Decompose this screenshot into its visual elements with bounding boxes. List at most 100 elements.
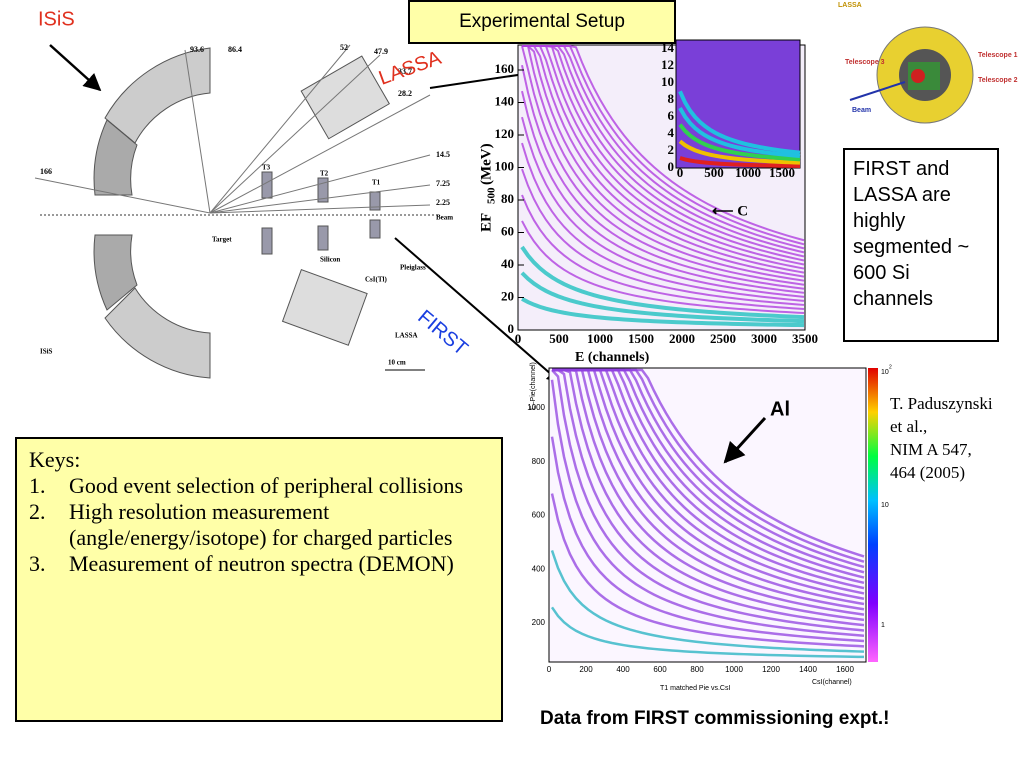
dimension-label: 52 xyxy=(340,43,348,52)
dimension-label: 47.9 xyxy=(374,47,388,56)
band xyxy=(520,245,805,320)
setup-label: Telescope 3 xyxy=(845,59,885,66)
isis-label: ISiS xyxy=(38,8,75,30)
band xyxy=(552,368,865,558)
x-tick-label: 1000 xyxy=(587,331,613,346)
x-tick-label: 500 xyxy=(549,331,569,346)
citation-line: et al., xyxy=(890,417,928,436)
x-tick-label: 1600 xyxy=(836,665,854,674)
band xyxy=(550,379,865,637)
part-label: T1 xyxy=(372,179,381,187)
band xyxy=(679,156,801,168)
x-tick-label: 1500 xyxy=(628,331,654,346)
colorbar-label-sup: 2 xyxy=(889,364,892,370)
band xyxy=(678,139,801,165)
inset-x-tick-label: 0 xyxy=(677,165,684,180)
part-label: T2 xyxy=(320,170,329,178)
inset-y-tick-label: 2 xyxy=(668,142,675,157)
setup-label: Telescope 2 xyxy=(978,77,1018,84)
x-tick-label: 800 xyxy=(690,665,704,674)
y-tick-label: 140 xyxy=(495,93,515,108)
y-tick-label: 40 xyxy=(501,256,514,271)
key-text: Good event selection of peripheral colli… xyxy=(69,473,464,498)
dimension-label: 33.7 xyxy=(398,67,412,76)
band xyxy=(522,45,805,262)
dimension-label: 166 xyxy=(40,167,52,176)
setup-label: Telescope 1 xyxy=(978,52,1018,59)
colorbar-label: 10 xyxy=(881,502,889,509)
x-tick-label: 1400 xyxy=(799,665,817,674)
band xyxy=(520,271,805,324)
band xyxy=(552,368,865,622)
citation-line: NIM A 547, xyxy=(890,440,972,459)
part-label: T3 xyxy=(262,164,271,172)
band xyxy=(522,45,805,266)
band xyxy=(552,368,865,600)
part-label: 10 cm xyxy=(388,359,406,367)
footer: Data from FIRST commissioning expt.! xyxy=(540,708,890,729)
inset-y-tick-label: 10 xyxy=(661,74,674,89)
band xyxy=(522,45,805,258)
band xyxy=(522,45,805,242)
band xyxy=(552,368,865,616)
band xyxy=(550,493,865,648)
dimension-label: 93.6 xyxy=(190,45,204,54)
y-tick-label: 600 xyxy=(532,511,546,520)
y-tick-label: 1000 xyxy=(527,403,545,412)
inset-y-tick-label: 6 xyxy=(668,108,675,123)
band xyxy=(552,368,865,606)
band xyxy=(522,45,805,254)
key-item: 2. High resolution measurement (angle/ene… xyxy=(29,499,489,551)
inset-x-tick-label: 1500 xyxy=(769,165,795,180)
x-tick-label: 600 xyxy=(653,665,667,674)
inset-y-tick-label: 8 xyxy=(668,91,675,106)
colorbar xyxy=(868,368,878,662)
band xyxy=(521,64,805,290)
band xyxy=(678,106,801,158)
first-label: FIRST xyxy=(413,306,471,360)
al-label: Al xyxy=(770,398,790,420)
key-number: 3. xyxy=(29,551,46,576)
band xyxy=(522,45,805,274)
y-tick-label: 200 xyxy=(532,618,546,627)
dimension-label: 86.4 xyxy=(228,45,242,54)
part-label: Target xyxy=(212,236,232,244)
keys-heading: Keys: xyxy=(29,447,81,472)
band xyxy=(522,45,805,278)
y-axis-label: E–Pie(channel) xyxy=(530,362,537,410)
x-tick-label: 200 xyxy=(579,665,593,674)
key-text: High resolution measurement (angle/energ… xyxy=(69,499,453,550)
y-tick-label: 20 xyxy=(501,288,514,303)
y-tick-label: 800 xyxy=(532,457,546,466)
inset-x-tick-label: 500 xyxy=(704,165,724,180)
band xyxy=(521,116,805,298)
key-item: 1. Good event selection of peripheral col… xyxy=(29,473,489,499)
inset-y-tick-label: 4 xyxy=(668,125,675,140)
lower-plot-frame xyxy=(548,367,867,663)
band xyxy=(521,45,805,282)
band xyxy=(552,368,865,595)
arrow xyxy=(49,44,102,92)
detector-diagram xyxy=(34,44,440,379)
band xyxy=(678,123,801,162)
part-label: CsI(Tl) xyxy=(365,276,387,284)
band xyxy=(521,194,805,310)
x-tick-label: 3500 xyxy=(792,331,818,346)
y-tick-label: 0 xyxy=(508,321,515,336)
band xyxy=(522,45,805,270)
x-axis-label: CsI(channel) xyxy=(812,679,852,686)
band xyxy=(522,45,805,250)
key-number: 1. xyxy=(29,473,46,498)
x-tick-label: 2500 xyxy=(710,331,736,346)
colorbar-label: 1 xyxy=(881,622,885,629)
part-label: Pleiglass xyxy=(400,264,426,272)
part-label: LASSA xyxy=(395,332,418,340)
y-axis-label-unit: (MeV) xyxy=(478,143,494,185)
y-tick-label: 80 xyxy=(501,191,514,206)
inset-x-tick-label: 1000 xyxy=(735,165,761,180)
y-tick-label: 60 xyxy=(501,223,514,238)
dimension-label: 7.25 xyxy=(436,179,450,188)
y-axis-label: EF xyxy=(478,213,494,232)
